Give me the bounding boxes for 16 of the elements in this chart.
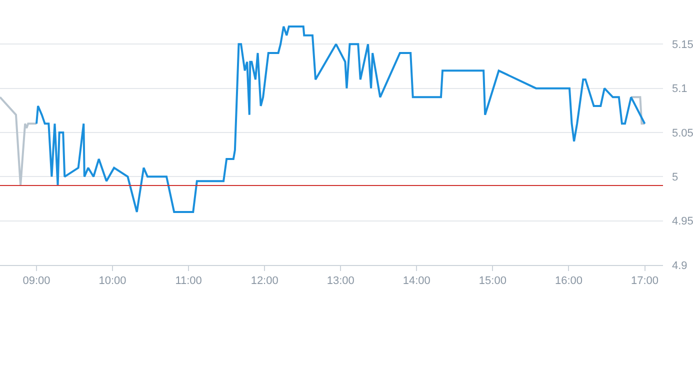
y-tick-label: 5.1 xyxy=(672,83,688,96)
x-tick-label: 15:00 xyxy=(478,275,506,288)
y-tick-label: 5 xyxy=(672,172,678,184)
x-tick-label: 12:00 xyxy=(250,275,278,288)
x-tick-label: 13:00 xyxy=(326,275,354,288)
x-tick-label: 09:00 xyxy=(22,275,50,288)
y-tick-label: 5.05 xyxy=(672,127,693,140)
y-tick-label: 4.95 xyxy=(672,216,693,228)
x-tick-label: 11:00 xyxy=(175,275,202,288)
x-tick-label: 14:00 xyxy=(402,275,430,288)
y-tick-label: 5.15 xyxy=(672,39,693,52)
x-tick-label: 10:00 xyxy=(98,275,126,288)
line-series xyxy=(36,26,646,213)
x-tick-label: 16:00 xyxy=(554,275,582,288)
x-tick-label: 17:00 xyxy=(630,275,659,288)
y-tick-label: 4.9 xyxy=(672,260,688,272)
